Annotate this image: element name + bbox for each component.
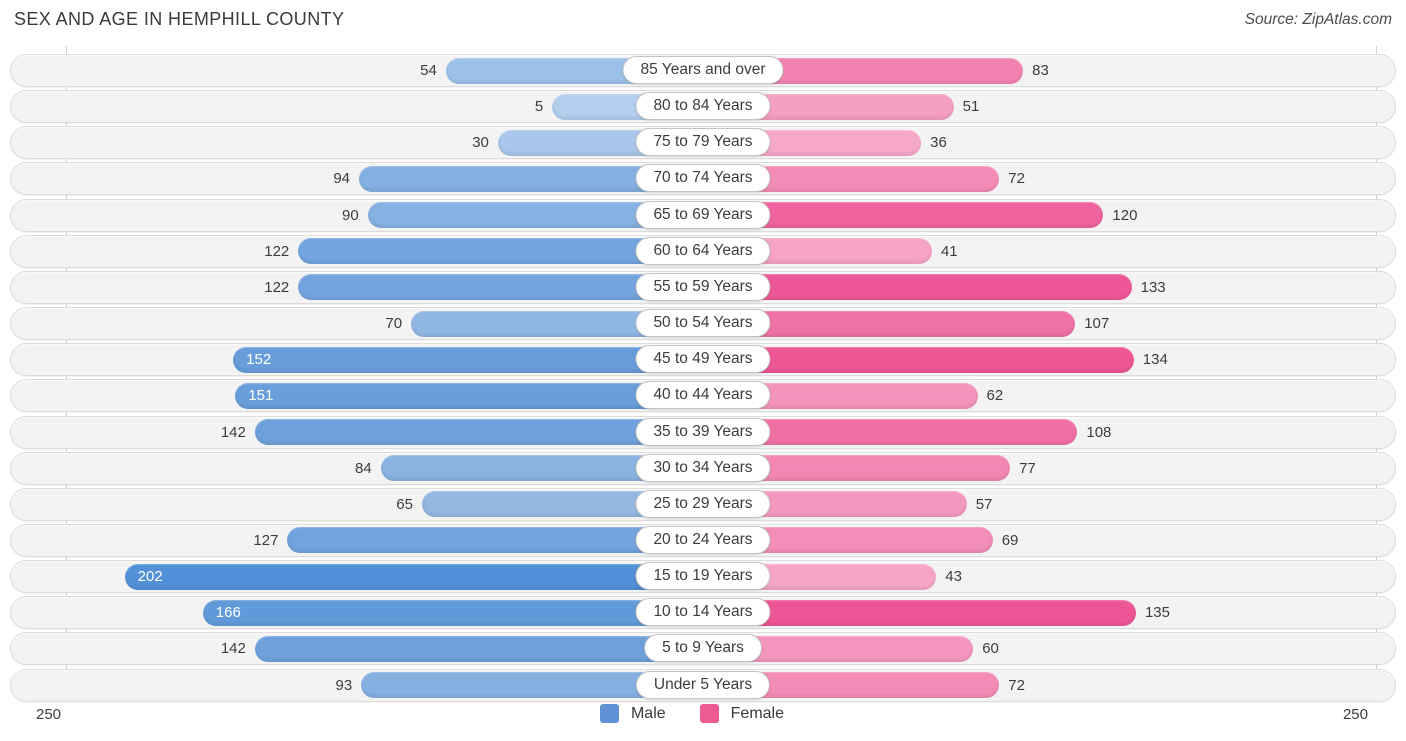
female-value: 72 (1008, 170, 1025, 188)
male-value: 142 (220, 423, 246, 441)
age-row: 93 72 Under 5 Years (10, 668, 1396, 702)
age-row: 30 36 75 to 79 Years (10, 126, 1396, 160)
female-value: 36 (930, 134, 947, 152)
female-value: 135 (1144, 604, 1170, 622)
age-row: 84 77 30 to 34 Years (10, 451, 1396, 485)
age-row: 202 43 15 to 19 Years (10, 560, 1396, 594)
male-value: 151 (248, 387, 274, 405)
female-value: 57 (975, 495, 993, 513)
female-value: 107 (1084, 315, 1110, 333)
page-title: SEX AND AGE IN HEMPHILL COUNTY (14, 9, 345, 29)
female-value: 134 (1142, 351, 1168, 369)
male-bar (202, 599, 703, 626)
male-value: 127 (253, 531, 279, 549)
female-value: 60 (982, 640, 999, 658)
female-value: 120 (1112, 206, 1138, 224)
age-group-label: 65 to 69 Years (635, 200, 771, 229)
chart-legend: Male Female (0, 704, 1406, 723)
axis-max-right-label: 250 (1342, 706, 1368, 723)
male-value: 54 (420, 62, 437, 79)
male-value: 166 (215, 604, 241, 622)
age-group-label: 50 to 54 Years (635, 309, 771, 338)
age-group-label: 45 to 49 Years (635, 345, 771, 374)
female-value: 77 (1019, 459, 1036, 477)
female-value: 43 (945, 568, 962, 586)
female-value: 51 (962, 98, 980, 116)
male-value: 84 (355, 459, 372, 477)
age-group-label: 30 to 34 Years (635, 453, 771, 482)
axis-max-left-label: 250 (36, 706, 62, 723)
age-row: 127 69 20 to 24 Years (10, 523, 1396, 557)
female-value: 83 (1032, 62, 1049, 79)
age-group-label: 40 to 44 Years (635, 381, 771, 410)
male-bar (254, 419, 703, 445)
female-bar (703, 274, 1132, 301)
age-group-label: 35 to 39 Years (635, 417, 771, 446)
age-group-label: 75 to 79 Years (635, 128, 771, 157)
male-value: 65 (396, 495, 413, 513)
age-group-label: 85 Years and over (622, 56, 784, 84)
age-row: 122 41 60 to 64 Years (10, 234, 1396, 268)
female-value: 108 (1086, 423, 1112, 441)
female-value: 72 (1008, 676, 1025, 694)
male-bar (287, 527, 703, 554)
male-value: 90 (342, 206, 359, 224)
age-row: 122 133 55 to 59 Years (10, 270, 1396, 304)
male-bar (235, 382, 703, 409)
age-group-label: 5 to 9 Years (644, 634, 762, 663)
age-row: 65 57 25 to 29 Years (10, 487, 1396, 521)
female-value: 62 (986, 387, 1004, 405)
male-value: 70 (385, 315, 403, 333)
age-group-label: 70 to 74 Years (635, 164, 771, 193)
male-value: 122 (264, 242, 290, 260)
age-group-label: 80 to 84 Years (635, 92, 771, 121)
source-caption: Source: ZipAtlas.com (1244, 11, 1392, 28)
male-value: 94 (333, 170, 351, 188)
male-value: 202 (137, 568, 163, 586)
age-row: 5 51 80 to 84 Years (10, 90, 1396, 124)
female-value: 133 (1140, 278, 1166, 296)
female-value: 41 (940, 242, 958, 260)
age-group-label: 20 to 24 Years (635, 525, 771, 554)
age-row: 90 120 65 to 69 Years (10, 198, 1396, 232)
age-row: 70 107 50 to 54 Years (10, 307, 1396, 341)
female-value: 69 (1001, 531, 1019, 549)
age-row: 94 72 70 to 74 Years (10, 162, 1396, 196)
legend-female-swatch (699, 704, 719, 723)
female-bar (703, 599, 1136, 626)
male-value: 93 (335, 676, 353, 694)
male-bar (124, 563, 703, 590)
male-value: 142 (220, 640, 246, 658)
male-value: 122 (264, 278, 290, 296)
male-value: 30 (472, 134, 489, 152)
age-group-label: 25 to 29 Years (635, 489, 771, 518)
age-row: 142 108 35 to 39 Years (10, 415, 1396, 449)
age-row: 166 135 10 to 14 Years (10, 596, 1396, 630)
legend-male-label: Male (630, 704, 666, 722)
male-value: 152 (246, 351, 272, 369)
age-group-label: 15 to 19 Years (635, 562, 771, 591)
male-value: 5 (534, 98, 544, 116)
legend-female-label: Female (730, 704, 785, 722)
age-group-label: Under 5 Years (635, 670, 771, 699)
age-row: 54 83 85 Years and over (10, 54, 1396, 87)
age-row: 152 134 45 to 49 Years (10, 343, 1396, 377)
legend-male-swatch (599, 704, 619, 723)
age-group-label: 10 to 14 Years (635, 598, 771, 627)
male-bar (233, 346, 703, 373)
age-group-label: 55 to 59 Years (635, 272, 771, 301)
age-row: 142 60 5 to 9 Years (10, 632, 1396, 666)
age-row: 151 62 40 to 44 Years (10, 379, 1396, 413)
age-group-label: 60 to 64 Years (635, 236, 771, 265)
female-bar (703, 346, 1134, 373)
male-bar (254, 635, 703, 662)
